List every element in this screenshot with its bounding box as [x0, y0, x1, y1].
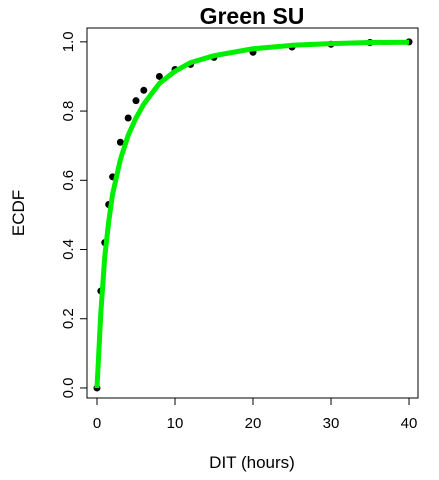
y-axis-label: ECDF — [9, 190, 28, 236]
x-tick-label: 10 — [167, 415, 184, 432]
ecdf-point — [124, 114, 132, 122]
y-tick-label: 0.6 — [60, 170, 77, 191]
y-tick-label: 0.2 — [60, 308, 77, 329]
ecdf-point — [116, 138, 124, 146]
x-tick-label: 0 — [93, 415, 101, 432]
x-axis-label: DIT (hours) — [209, 453, 295, 472]
ecdf-point — [140, 86, 148, 94]
y-tick-label: 1.0 — [60, 31, 77, 52]
ecdf-point — [132, 97, 140, 105]
x-tick-label: 40 — [401, 415, 418, 432]
x-tick-label: 20 — [245, 415, 262, 432]
chart-title: Green SU — [200, 3, 305, 29]
y-tick-label: 0.4 — [60, 239, 77, 260]
ecdf-point — [155, 72, 163, 80]
x-tick-label: 30 — [323, 415, 340, 432]
fitted-line — [94, 39, 410, 389]
y-tick-label: 0.0 — [60, 378, 77, 399]
plot-frame — [86, 27, 419, 399]
y-tick-label: 0.8 — [60, 101, 77, 122]
